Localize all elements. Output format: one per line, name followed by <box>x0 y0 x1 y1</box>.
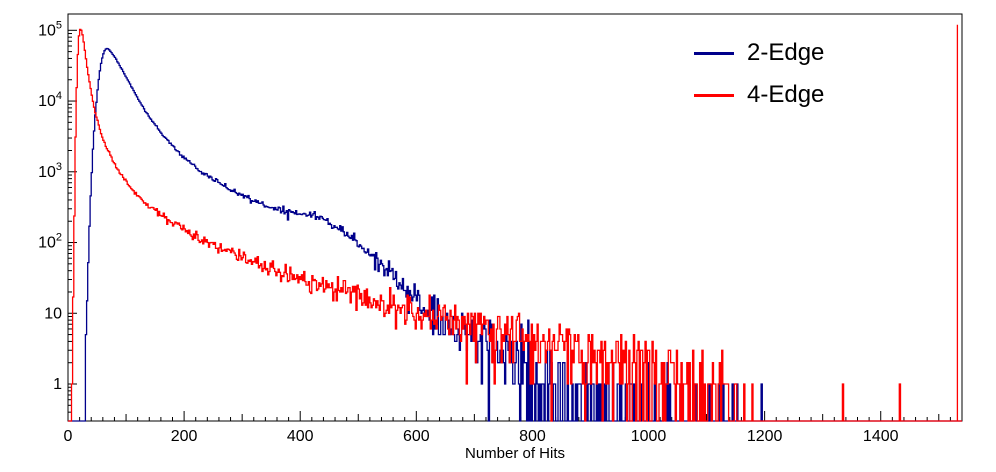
series-4-edge-line <box>68 24 962 422</box>
legend-label-4-edge: 4-Edge <box>747 81 825 109</box>
x-tick-label: 800 <box>519 428 546 445</box>
x-tick-label: 400 <box>287 428 314 445</box>
y-axis: 1 10 102 103 104 105 <box>38 19 77 422</box>
y-tick-label: 103 <box>38 161 62 181</box>
y-tick-label: 10 <box>44 305 62 322</box>
plot-frame <box>67 13 963 422</box>
y-tick-label: 105 <box>38 19 62 39</box>
x-axis: 0 200 400 600 800 1000 1200 1400 <box>64 411 963 445</box>
x-tick-label: 600 <box>403 428 430 445</box>
x-tick-label: 1000 <box>631 428 667 445</box>
legend-swatch-2-edge <box>694 51 734 55</box>
y-tick-label: 1 <box>53 376 62 393</box>
legend-swatch-4-edge <box>694 94 734 98</box>
x-axis-title: Number of Hits <box>464 445 566 462</box>
x-tick-label: 0 <box>64 428 73 445</box>
y-tick-label: 102 <box>38 232 62 252</box>
series-2-edge-line <box>68 47 962 422</box>
x-tick-label: 200 <box>171 428 198 445</box>
legend-label-2-edge: 2-Edge <box>747 39 825 66</box>
legend: 2-Edge 4-Edge <box>694 39 825 109</box>
legend-item-2-edge: 2-Edge <box>694 39 825 66</box>
x-tick-label: 1400 <box>863 428 899 445</box>
x-tick-label: 1200 <box>747 428 783 445</box>
legend-item-4-edge: 4-Edge <box>694 81 825 109</box>
y-tick-label: 104 <box>38 90 62 110</box>
